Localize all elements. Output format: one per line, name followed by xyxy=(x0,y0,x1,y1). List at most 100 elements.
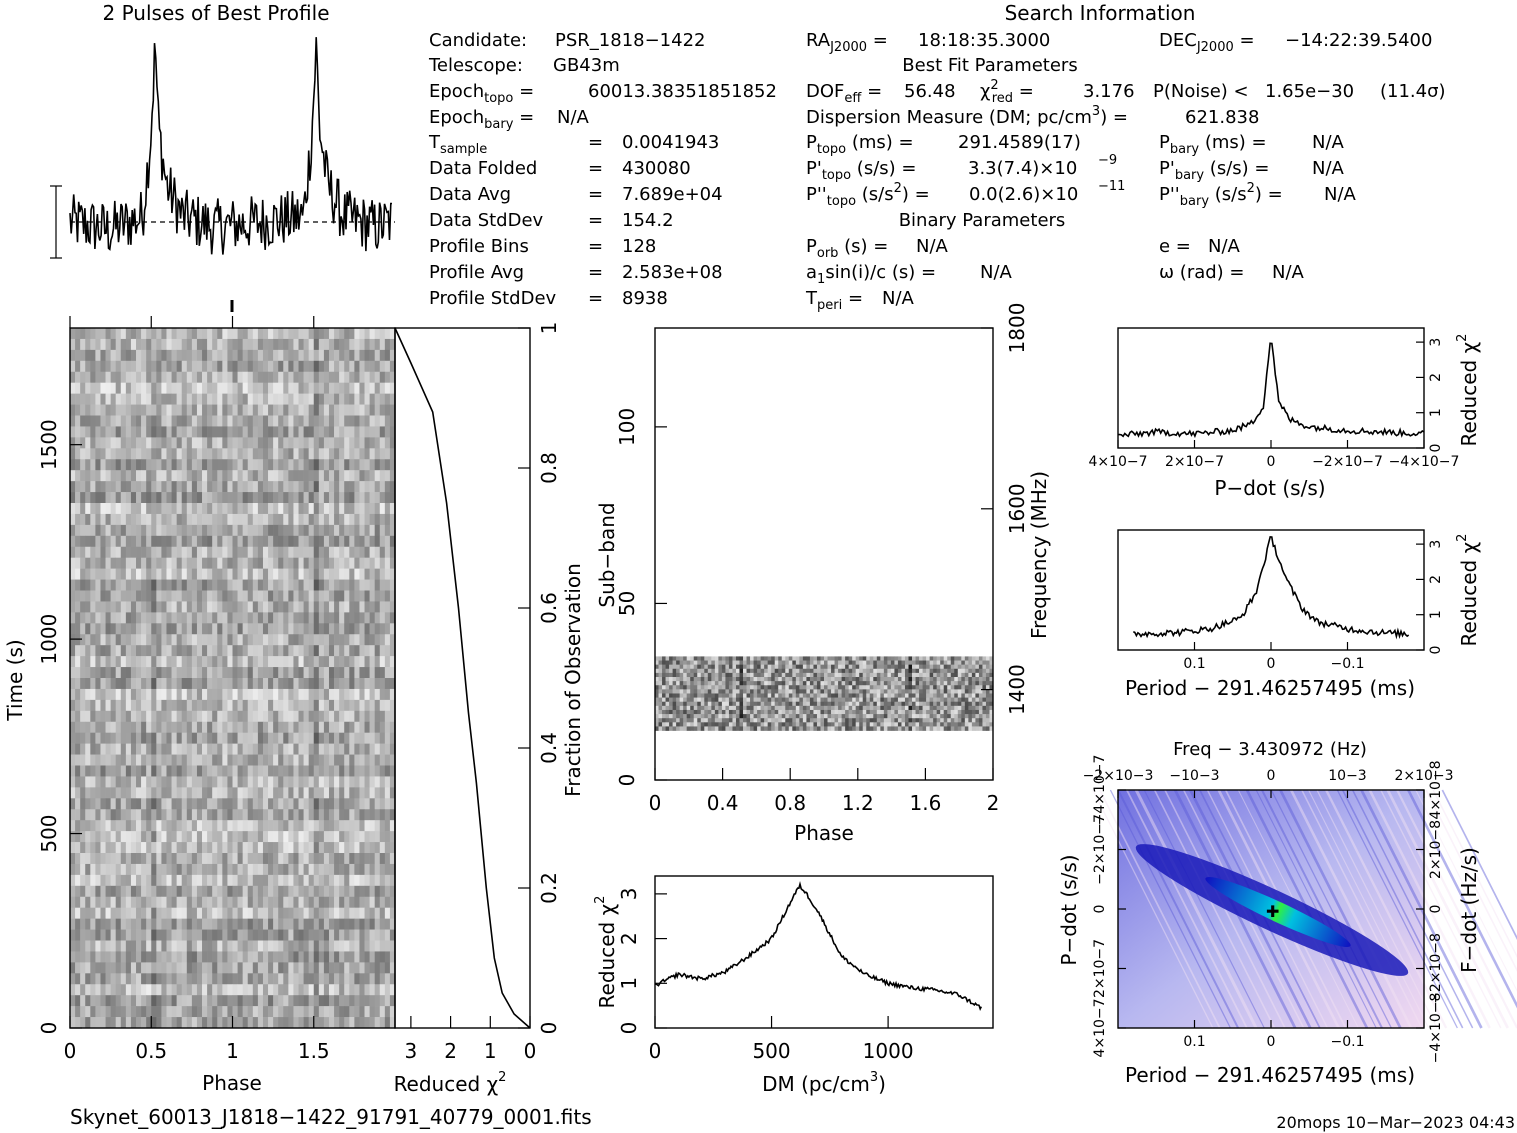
pddtopo-value: 0.0(2.6)×10 xyxy=(969,184,1078,205)
frac-xtick-label: 2 xyxy=(444,1039,457,1063)
small-ytick-label: 2 xyxy=(1428,373,1444,382)
map-xlabel: Period − 291.46257495 (ms) xyxy=(1125,1063,1415,1087)
profile-avg-value: 2.583e+08 xyxy=(622,262,723,283)
chi2-value: 3.176 xyxy=(1083,81,1135,102)
time-phase-panel: 0 0.5 1 1.5 0 500 1000 1500 Phase Time (s) xyxy=(3,300,396,1095)
time-ylabel: Time (s) xyxy=(3,639,27,721)
data-avg-value: 7.689e+04 xyxy=(622,184,723,205)
fraction-chi2-curve xyxy=(394,327,531,1029)
svg-text:=: = xyxy=(588,288,603,309)
map-ytick-label: −2×10−7 xyxy=(1092,814,1108,885)
footer-stamp: 20mops 10−Mar−2023 04:43 xyxy=(1276,1113,1515,1132)
telescope-label: Telescope: xyxy=(428,55,523,76)
epoch-topo-value: 60013.38351851852 xyxy=(588,81,777,102)
svg-text:Data Folded: Data Folded xyxy=(429,158,537,179)
small-ytick-label: 3 xyxy=(1428,338,1444,347)
frac-xtick-label: 3 xyxy=(405,1039,418,1063)
small-xtick-label: 0.1 xyxy=(1183,656,1205,672)
svg-text:Dispersion Measure (DM; pc/cm3: Dispersion Measure (DM; pc/cm3) = xyxy=(806,104,1128,128)
ppdot-panel: Freq − 3.430972 (Hz) ✚ 0.1 0 −0.1 −2×10−3 −1… xyxy=(1057,739,1517,1087)
pdot-xlabel: P−dot (s/s) xyxy=(1214,476,1325,500)
search-title: Search Information xyxy=(1005,1,1196,25)
map-ytick-label: 0 xyxy=(1092,905,1108,914)
svg-text:Porb (s) =: Porb (s) = xyxy=(806,236,888,261)
data-folded-value: 430080 xyxy=(622,158,691,179)
e-value: N/A xyxy=(1208,236,1241,257)
freq-title: Freq − 3.430972 (Hz) xyxy=(1173,739,1367,760)
map-y2tick-label: 0 xyxy=(1428,905,1444,914)
map-y2tick-label: −4×10−8 xyxy=(1428,993,1444,1064)
period-xlabel: Period − 291.46257495 (ms) xyxy=(1125,676,1415,700)
sb-y2tick-label: 1600 xyxy=(1005,483,1029,534)
svg-text:=: = xyxy=(588,262,603,283)
sb-ytick-label: 0 xyxy=(615,774,639,787)
sb-xtick-label: 0 xyxy=(649,791,662,815)
tp-ytick-label: 500 xyxy=(37,814,61,852)
dm-chi2-curve xyxy=(654,880,983,1011)
frac-xtick-label: 0 xyxy=(524,1039,537,1063)
ppdot-map-stripes xyxy=(1092,789,1517,1029)
frac-ytick-label: 1 xyxy=(537,322,561,335)
frac-ytick-label: 0.8 xyxy=(537,452,561,484)
map-ylabel: P−dot (s/s) xyxy=(1057,854,1081,965)
data-stddev-value: 154.2 xyxy=(622,210,674,231)
small-ytick-label: 3 xyxy=(1428,540,1444,549)
dm-xtick-label: 0 xyxy=(649,1039,662,1063)
map-y2tick-label: 2×10−8 xyxy=(1428,820,1444,879)
ppdot-map-peak xyxy=(1205,876,1351,948)
svg-text:=: = xyxy=(588,236,603,257)
map-y2label: F−dot (Hz/s) xyxy=(1457,847,1481,973)
dec-value: −14:22:39.5400 xyxy=(1285,30,1432,51)
tp-xtick-label: 0.5 xyxy=(135,1039,167,1063)
dm-ytick-label: 1 xyxy=(617,977,641,990)
profile-bins-value: 128 xyxy=(622,236,656,257)
map-xtick-label: 0.1 xyxy=(1183,1034,1205,1050)
profile-curve xyxy=(69,37,392,255)
tperi-value: N/A xyxy=(882,288,915,309)
time-phase-xlabel: Phase xyxy=(202,1071,262,1095)
epoch-topo-label: Epochtopo = xyxy=(429,81,534,106)
tsample-label: Tsample xyxy=(428,132,487,157)
dm-ytick-label: 0 xyxy=(617,1022,641,1035)
ppdot-best-marker: ✚ xyxy=(1266,902,1279,921)
pnoise-value: 1.65e−30 xyxy=(1265,81,1354,102)
candidate-label: Candidate: xyxy=(429,30,527,51)
sb-ytick-label: 50 xyxy=(615,591,639,616)
small-xtick-label: −2×10−7 xyxy=(1312,454,1383,470)
small-ytick-label: 0 xyxy=(1428,646,1444,655)
small-xtick-label: −4×10−7 xyxy=(1389,454,1460,470)
sb-ytick-label: 100 xyxy=(615,408,639,446)
dm-xtick-label: 1000 xyxy=(863,1039,914,1063)
svg-text:Data Avg: Data Avg xyxy=(429,184,511,205)
subband-ylabel: Sub−band xyxy=(595,502,619,607)
pdot-chi2-curve xyxy=(1117,342,1425,439)
ptopo-value: 291.4589(17) xyxy=(958,132,1081,153)
svg-text:Pbary (ms) =: Pbary (ms) = xyxy=(1159,132,1267,157)
tp-xtick-label: 1 xyxy=(226,1039,239,1063)
map-ytick-label: 4×10−7 xyxy=(1092,998,1108,1057)
omega-value: N/A xyxy=(1272,262,1305,283)
sb-xtick-label: 1.2 xyxy=(842,791,874,815)
porb-value: N/A xyxy=(916,236,949,257)
dm-xtick-label: 500 xyxy=(752,1039,790,1063)
svg-text:P''bary (s/s2) =: P''bary (s/s2) = xyxy=(1159,181,1283,209)
map-x2tick-label: −2×10−3 xyxy=(1083,768,1154,784)
svg-text:e =: e = xyxy=(1159,236,1191,257)
map-x2tick-label: −10−3 xyxy=(1169,768,1219,784)
period-chi2-curve xyxy=(1133,536,1410,640)
pdbary-value: N/A xyxy=(1312,158,1345,179)
fraction-ylabel: Fraction of Observation xyxy=(561,563,585,797)
map-ytick-label: 2×10−7 xyxy=(1092,939,1108,998)
best-fit-title: Best Fit Parameters xyxy=(902,55,1077,76)
tp-xtick-label: 0 xyxy=(64,1039,77,1063)
sb-xtick-label: 2 xyxy=(987,791,1000,815)
period-ylabel: Reduced χ2 xyxy=(1455,534,1481,647)
dm-xlabel: DM (pc/cm3) xyxy=(762,1070,886,1096)
svg-text:P(Noise) <: P(Noise) < xyxy=(1153,81,1249,102)
small-xtick-label: 2×10−7 xyxy=(1165,454,1224,470)
map-xtick-label: −0.1 xyxy=(1331,1034,1365,1050)
frac-ytick-label: 0.6 xyxy=(537,592,561,624)
map-ytick-label: −4×10−7 xyxy=(1092,755,1108,826)
